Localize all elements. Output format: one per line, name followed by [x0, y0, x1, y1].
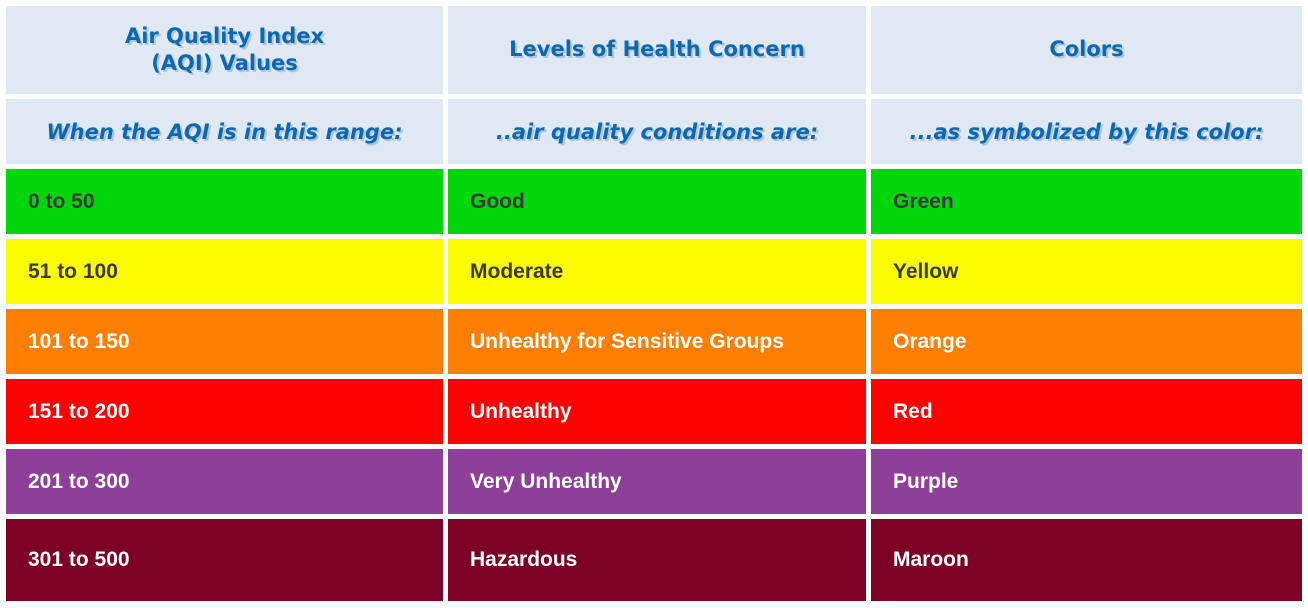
header-cell-health-concern: Levels of Health Concern: [448, 6, 866, 94]
subheader-cell-conditions: ..air quality conditions are:: [448, 99, 866, 164]
header-cell-aqi-values: Air Quality Index (AQI) Values: [6, 6, 443, 94]
health-level-cell: Unhealthy: [448, 379, 866, 444]
subheader-cell-symbolized-color: ...as symbolized by this color:: [871, 99, 1302, 164]
subheader-cell-aqi-range: When the AQI is in this range:: [6, 99, 443, 164]
aqi-range-cell: 101 to 150: [6, 309, 443, 374]
color-name-cell: Purple: [871, 449, 1302, 514]
health-level-cell: Unhealthy for Sensitive Groups: [448, 309, 866, 374]
color-name-cell: Green: [871, 169, 1302, 234]
aqi-range-cell: 201 to 300: [6, 449, 443, 514]
color-name-cell: Red: [871, 379, 1302, 444]
color-name-cell: Maroon: [871, 519, 1302, 601]
aqi-range-cell: 0 to 50: [6, 169, 443, 234]
header-cell-colors: Colors: [871, 6, 1302, 94]
aqi-range-cell: 51 to 100: [6, 239, 443, 304]
health-level-cell: Good: [448, 169, 866, 234]
aqi-range-cell: 151 to 200: [6, 379, 443, 444]
health-level-cell: Hazardous: [448, 519, 866, 601]
health-level-cell: Moderate: [448, 239, 866, 304]
aqi-range-cell: 301 to 500: [6, 519, 443, 601]
color-name-cell: Orange: [871, 309, 1302, 374]
health-level-cell: Very Unhealthy: [448, 449, 866, 514]
color-name-cell: Yellow: [871, 239, 1302, 304]
